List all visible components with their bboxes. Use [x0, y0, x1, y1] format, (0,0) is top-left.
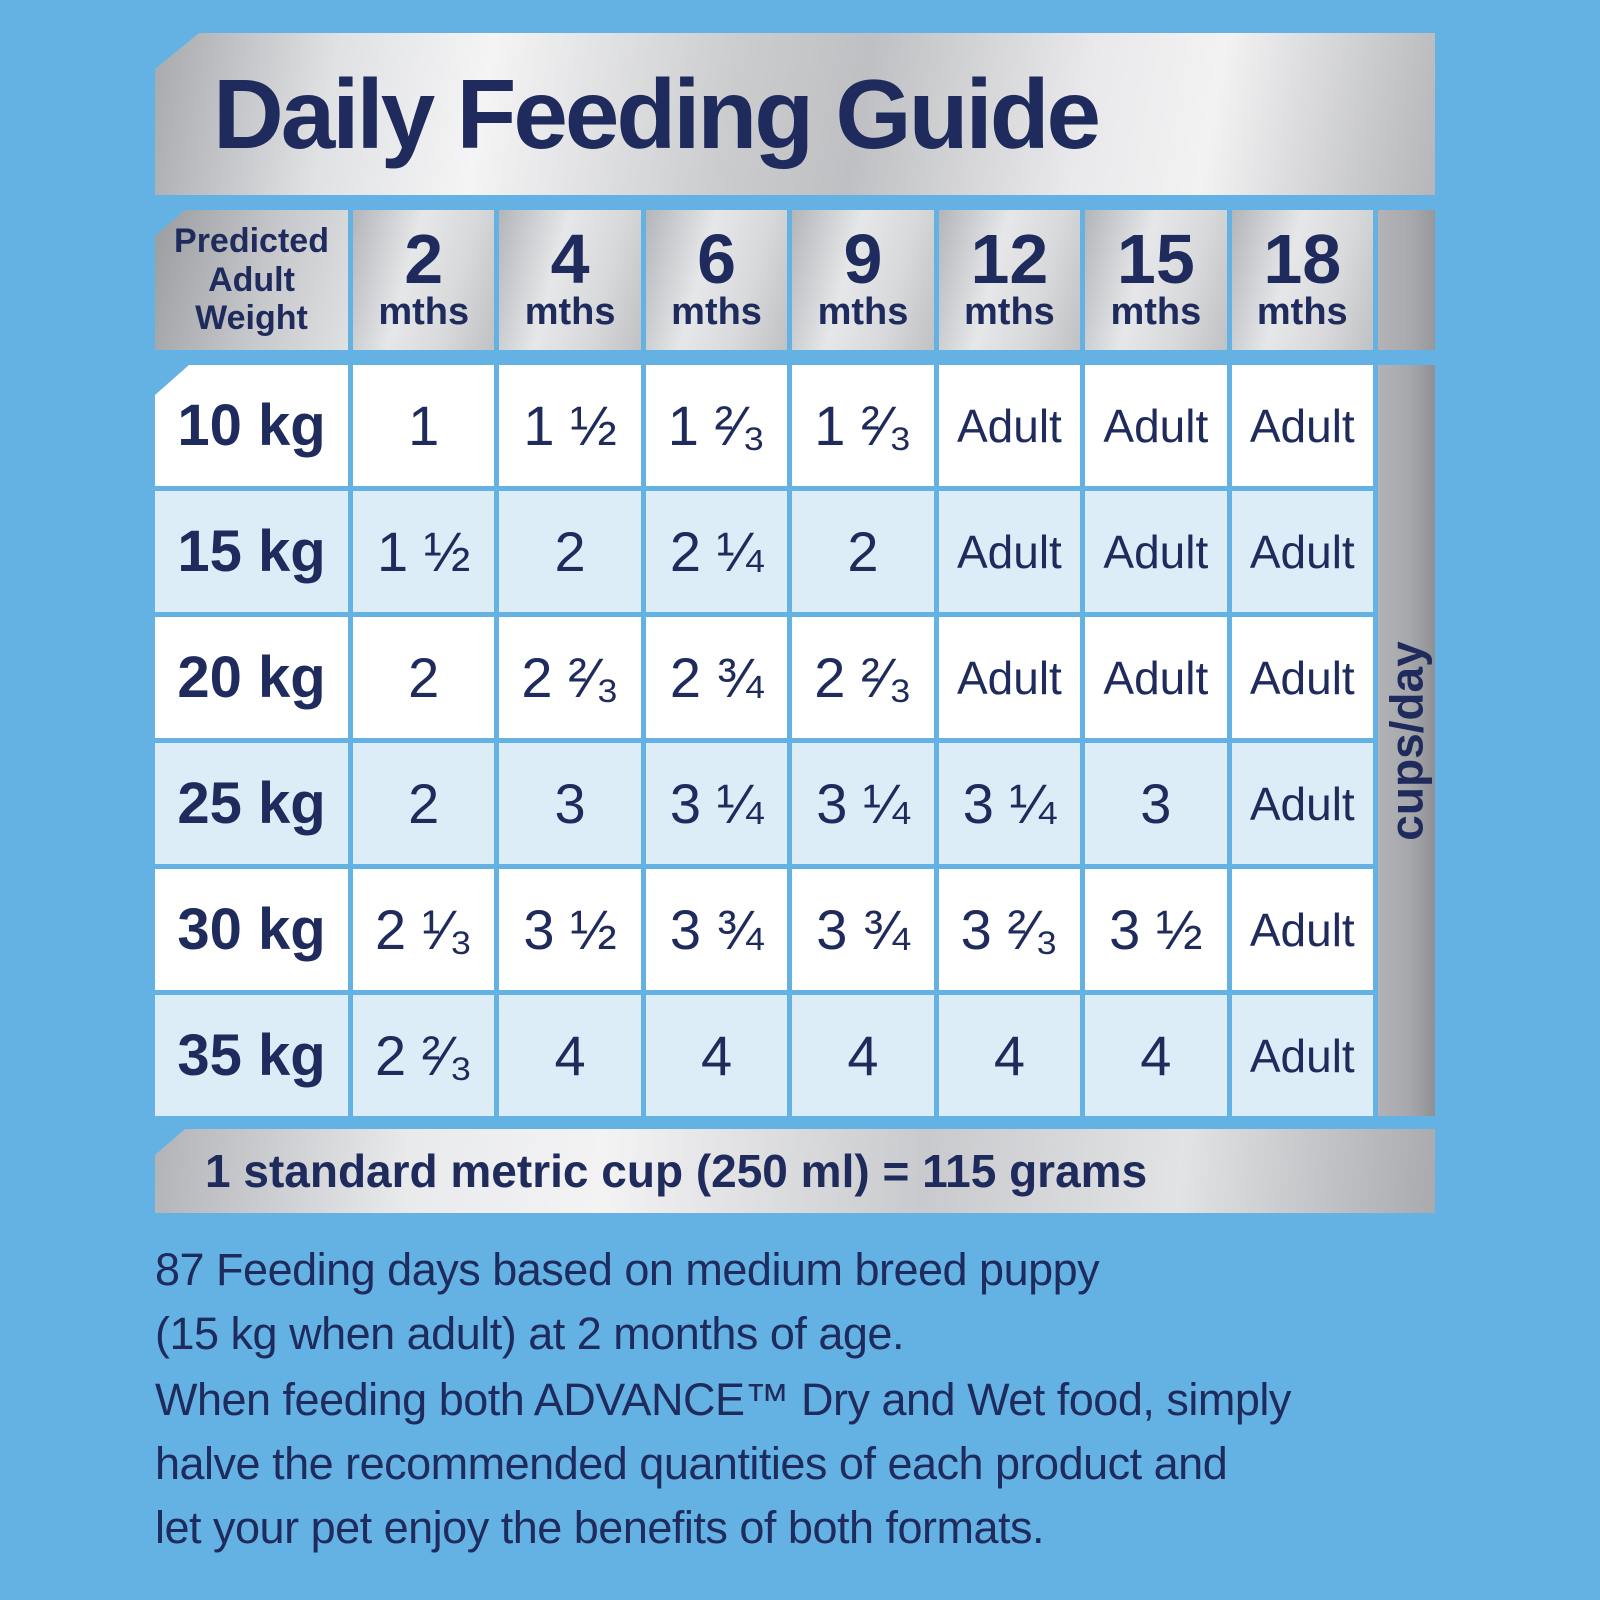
weight-row-label: 35 kg [155, 995, 348, 1116]
month-unit: mths [817, 291, 909, 334]
weight-row-label: 15 kg [155, 491, 348, 612]
month-column-header: 2 mths [353, 210, 495, 350]
feeding-amount-cell: 2 [499, 491, 641, 612]
month-unit: mths [1110, 291, 1202, 334]
feeding-amount-cell: 4 [499, 995, 641, 1116]
feeding-amount-cell: Adult [938, 617, 1081, 738]
feeding-amount-cell: Adult [938, 491, 1081, 612]
weight-row-label: 30 kg [155, 869, 348, 990]
feeding-days-note: 87 Feeding days based on medium breed pu… [155, 1238, 1475, 1366]
weight-column-header: Predicted Adult Weight [155, 210, 348, 350]
feeding-amount-cell: 4 [938, 995, 1081, 1116]
month-column-header: 6 mths [645, 210, 788, 350]
cups-per-day-label: cups/day [1380, 640, 1433, 841]
feeding-amount-cell: 3 ¾ [792, 869, 934, 990]
feeding-amount-cell: Adult [1085, 617, 1227, 738]
month-unit: mths [671, 291, 762, 334]
feeding-amount-cell: 2 ²⁄₃ [792, 617, 934, 738]
feeding-amount-cell: Adult [1231, 365, 1373, 486]
feeding-amount-cell: Adult [1085, 491, 1227, 612]
table-body: cups/day 10 kg 1 1 ½ 1 ²⁄₃ 1 ²⁄₃ Adult A… [155, 365, 1435, 1116]
feeding-amount-cell: 2 [353, 743, 495, 864]
page-title: Daily Feeding Guide [213, 58, 1101, 169]
note-line: halve the recommended quantities of each… [155, 1437, 1228, 1489]
feeding-amount-cell: 2 [792, 491, 934, 612]
feeding-amount-cell: 4 [792, 995, 934, 1116]
feeding-amount-cell: 4 [645, 995, 788, 1116]
month-number: 9 [843, 219, 883, 298]
feeding-amount-cell: 3 [1085, 743, 1227, 864]
table-header-row: Predicted Adult Weight 2 mths 4 mths 6 m… [155, 210, 1435, 350]
note-line: When feeding both ADVANCE™ Dry and Wet f… [155, 1374, 1291, 1425]
cups-per-day-strip: cups/day [1378, 365, 1435, 1116]
feeding-amount-cell: 2 ¾ [645, 617, 788, 738]
feeding-amount-cell: Adult [938, 365, 1081, 486]
feeding-amount-cell: 2 ²⁄₃ [353, 995, 495, 1116]
feeding-amount-cell: Adult [1231, 995, 1373, 1116]
month-column-header: 12 mths [938, 210, 1081, 350]
feeding-amount-cell: Adult [1231, 869, 1373, 990]
feeding-amount-cell: 1 ²⁄₃ [792, 365, 934, 486]
feeding-amount-cell: 2 ¼ [645, 491, 788, 612]
month-number: 15 [1116, 219, 1195, 298]
month-unit: mths [378, 291, 470, 334]
feeding-amount-cell: Adult [1231, 743, 1373, 864]
feeding-amount-cell: 3 ½ [499, 869, 641, 990]
feeding-amount-cell: 4 [1085, 995, 1227, 1116]
weight-header-line: Weight [195, 299, 308, 338]
month-column-header: 15 mths [1085, 210, 1227, 350]
feeding-amount-cell: 3 ¼ [645, 743, 788, 864]
feeding-amount-cell: Adult [1085, 365, 1227, 486]
note-line: 87 Feeding days based on medium breed pu… [155, 1244, 1100, 1295]
month-column-header: 4 mths [499, 210, 641, 350]
feeding-amount-cell: 2 [353, 617, 495, 738]
mixed-feeding-note: When feeding both ADVANCE™ Dry and Wet f… [155, 1368, 1475, 1560]
month-number: 4 [550, 219, 590, 298]
note-line: (15 kg when adult) at 2 months of age. [155, 1307, 904, 1359]
feeding-amount-cell: 3 ½ [1085, 869, 1227, 990]
weight-row-label: 20 kg [155, 617, 348, 738]
footer-banner: 1 standard metric cup (250 ml) = 115 gra… [155, 1129, 1435, 1213]
feeding-amount-cell: 2 ¹⁄₃ [353, 869, 495, 990]
note-line: let your pet enjoy the benefits of both … [155, 1501, 1045, 1553]
feeding-amount-cell: Adult [1231, 617, 1373, 738]
feeding-amount-cell: 3 ¾ [645, 869, 788, 990]
feeding-amount-cell: 3 ²⁄₃ [938, 869, 1081, 990]
weight-row-label: 10 kg [155, 365, 348, 486]
month-number: 12 [970, 219, 1049, 298]
feeding-amount-cell: 2 ²⁄₃ [499, 617, 641, 738]
month-unit: mths [524, 291, 616, 334]
feeding-amount-cell: 3 ¼ [792, 743, 934, 864]
cup-conversion-note: 1 standard metric cup (250 ml) = 115 gra… [205, 1145, 1148, 1197]
feeding-amount-cell: 1 ²⁄₃ [645, 365, 788, 486]
feeding-amount-cell: 3 [499, 743, 641, 864]
feeding-amount-cell: 1 ½ [353, 491, 495, 612]
feeding-table: Predicted Adult Weight 2 mths 4 mths 6 m… [155, 210, 1435, 1116]
feeding-amount-cell: 3 ¼ [938, 743, 1081, 864]
feeding-amount-cell: Adult [1231, 491, 1373, 612]
month-number: 2 [404, 219, 444, 298]
month-column-header: 18 mths [1231, 210, 1373, 350]
weight-row-label: 25 kg [155, 743, 348, 864]
month-number: 6 [697, 219, 737, 298]
feeding-amount-cell: 1 [353, 365, 495, 486]
title-banner: Daily Feeding Guide [155, 33, 1435, 195]
month-unit: mths [1256, 291, 1348, 334]
feeding-amount-cell: 1 ½ [499, 365, 641, 486]
weight-header-line: Adult [208, 260, 295, 299]
side-strip-header-segment [1378, 210, 1435, 350]
month-column-header: 9 mths [792, 210, 934, 350]
month-unit: mths [964, 291, 1055, 334]
weight-header-line: Predicted [174, 221, 329, 260]
month-number: 18 [1263, 219, 1342, 298]
